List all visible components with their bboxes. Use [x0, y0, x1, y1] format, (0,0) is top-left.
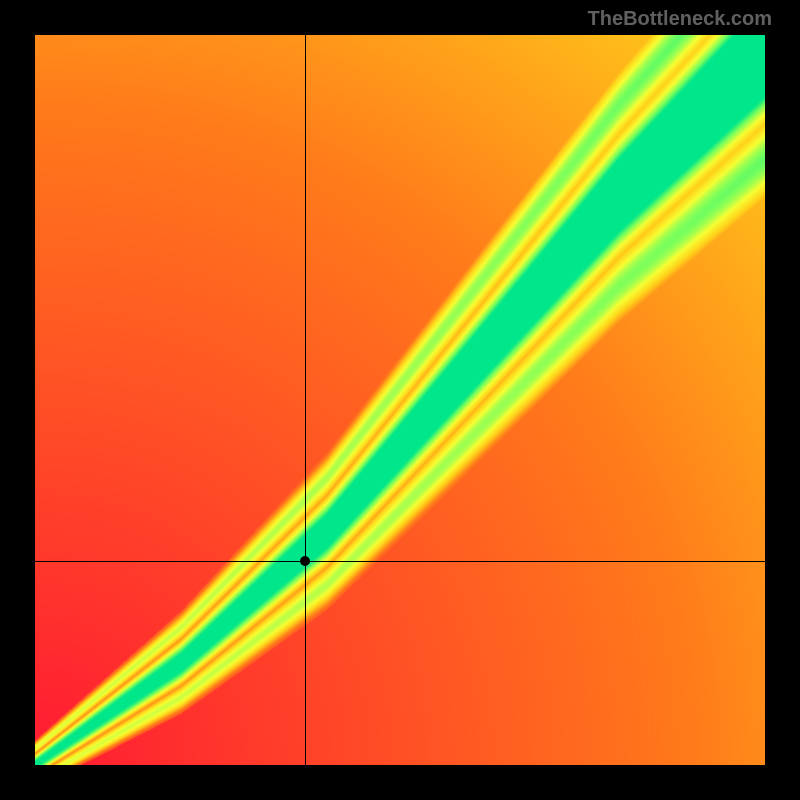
watermark-text: TheBottleneck.com [588, 8, 772, 31]
crosshair-horizontal [35, 561, 765, 562]
marker-dot [300, 556, 310, 566]
plot-area [35, 35, 765, 765]
crosshair-vertical [305, 35, 306, 765]
heatmap-canvas [35, 35, 765, 765]
